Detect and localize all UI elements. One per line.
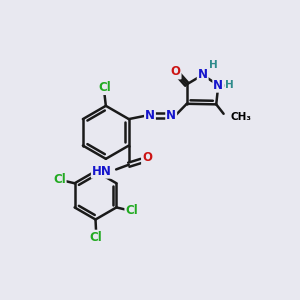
Text: Cl: Cl [125, 205, 138, 218]
Text: Cl: Cl [98, 81, 111, 94]
Text: Cl: Cl [90, 231, 103, 244]
Text: H: H [208, 61, 217, 70]
Text: CH₃: CH₃ [231, 112, 252, 122]
Text: N: N [145, 109, 155, 122]
Text: N: N [213, 79, 223, 92]
Text: HN: HN [92, 165, 112, 178]
Text: O: O [171, 65, 181, 79]
Text: O: O [142, 152, 152, 164]
Text: Cl: Cl [53, 173, 66, 186]
Text: H: H [225, 80, 234, 90]
Text: N: N [198, 68, 208, 81]
Text: N: N [166, 109, 176, 122]
